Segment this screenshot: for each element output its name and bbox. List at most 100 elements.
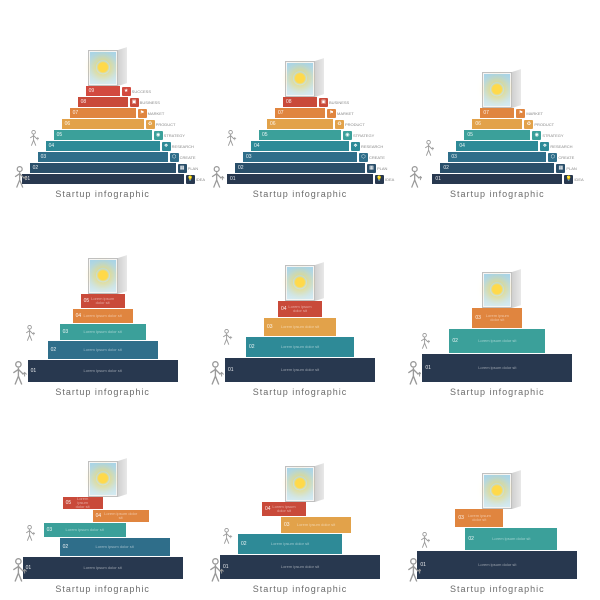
step-icon: 💡: [375, 175, 384, 184]
step-number: 03: [246, 154, 252, 160]
door: [88, 258, 118, 294]
step: 09★SUCCESS: [86, 86, 120, 96]
step-number: 01: [228, 367, 234, 373]
step-block: 02Lorem ipsum dolor sit: [465, 528, 557, 550]
sun-icon: [490, 83, 504, 97]
step-text: Lorem ipsum dolor sit: [74, 348, 132, 352]
step-icon: ▦: [178, 164, 187, 173]
step-text: Lorem ipsum dolor sit: [261, 542, 319, 546]
step: 04❖RESEARCH: [456, 141, 538, 151]
step-number: 03: [451, 154, 457, 160]
step-number: 05: [262, 132, 268, 138]
door-frame: [482, 72, 512, 108]
step-number: 09: [89, 88, 95, 94]
person-icon: [405, 558, 422, 590]
step-number: 04: [459, 143, 465, 149]
step-number: 03: [41, 154, 47, 160]
door-panel: [315, 58, 324, 97]
step-label: CREATE: [180, 155, 200, 160]
person-icon: [221, 329, 232, 352]
caption: Startup infographic: [55, 189, 150, 199]
sun-icon: [490, 483, 504, 497]
sun-icon: [96, 471, 110, 485]
step: 07⚑MARKET: [480, 108, 514, 118]
pyramid-9-steps: 09★SUCCESS08▣BUSINESS07⚑MARKET06♻PRODUCT…: [6, 6, 199, 199]
pyramid-3-blocks: 03Lorem ipsum dolor sit02Lorem ipsum dol…: [401, 203, 594, 396]
door-frame: [482, 473, 512, 509]
sun-icon: [96, 268, 110, 282]
door: [285, 466, 315, 502]
person-icon: [225, 130, 236, 153]
step-text: Lorem ipsum dolor sit: [271, 368, 329, 372]
step-number: 01: [230, 176, 236, 182]
step: 02▦PLAN: [30, 163, 176, 173]
step-block: 03Lorem ipsum dolor sit: [472, 308, 522, 328]
caption: Startup infographic: [253, 584, 348, 594]
door: [482, 72, 512, 108]
door-panel: [512, 269, 521, 308]
step-block: 04Lorem ipsum dolor sit: [278, 301, 322, 317]
step-text: Lorem ipsum dolor sit: [74, 314, 132, 318]
step: 06♻PRODUCT: [472, 119, 522, 129]
person-icon: [419, 333, 430, 356]
door-frame: [285, 466, 315, 502]
step-block: 05Lorem ipsum dolor sit: [63, 497, 103, 509]
step-label: BUSINESS: [329, 100, 349, 105]
step-text: Lorem ipsum dolor sit: [271, 345, 329, 349]
step-number: 02: [33, 165, 39, 171]
sun-icon: [293, 72, 307, 86]
step-block: 01Lorem ipsum dolor sit: [417, 551, 577, 579]
sun-icon: [96, 61, 110, 75]
pyramid-4-offset: 04Lorem ipsum dolor sit03Lorem ipsum dol…: [203, 401, 396, 594]
person-icon: [10, 558, 27, 590]
person-icon: [12, 166, 27, 196]
step-icon: ⚑: [138, 109, 147, 118]
step-number: 05: [66, 500, 72, 506]
step-icon: ⬡: [170, 153, 179, 162]
step-label: STRATEGY: [353, 133, 373, 138]
door-panel: [512, 69, 521, 108]
step-block: 02 Lorem ipsum dolor sit: [246, 337, 354, 357]
step-label: STRATEGY: [542, 133, 562, 138]
step-block: 01Lorem ipsum dolor sit: [220, 555, 380, 579]
door-panel: [118, 47, 127, 86]
step-number: 03: [63, 329, 69, 335]
person-icon: [10, 361, 27, 393]
pyramid-4-blocks: 04Lorem ipsum dolor sit03Lorem ipsum dol…: [203, 203, 396, 396]
person-icon: [28, 130, 39, 153]
step-label: SUCCESS: [132, 89, 152, 94]
step-icon: ▦: [556, 164, 565, 173]
step-text: Lorem ipsum dolor sit: [74, 566, 132, 570]
step-icon: ▣: [319, 98, 328, 107]
pyramid: 03Lorem ipsum dolor sit02Lorem ipsum dol…: [401, 473, 594, 580]
pyramid: 03Lorem ipsum dolor sit02Lorem ipsum dol…: [401, 272, 594, 383]
door: [88, 50, 118, 86]
step: 06♻PRODUCT: [267, 119, 333, 129]
door: [482, 473, 512, 509]
caption: Startup infographic: [55, 584, 150, 594]
step: 03⬡CREATE: [243, 152, 357, 162]
step-number: 01: [435, 176, 441, 182]
step-text: Lorem ipsum dolor sit: [468, 339, 526, 343]
person-icon: [207, 361, 224, 393]
step-icon: ▦: [367, 164, 376, 173]
step-icon: ♻: [146, 120, 155, 129]
step-number: 05: [57, 132, 63, 138]
person-icon: [207, 558, 224, 590]
step-block: 04Lorem ipsum dolor sit: [93, 510, 149, 522]
person-icon: [419, 532, 430, 555]
person-icon: [24, 525, 35, 548]
door-frame: [88, 461, 118, 497]
step-text: Lorem ipsum dolor sit: [468, 366, 526, 370]
pyramid: 09★SUCCESS08▣BUSINESS07⚑MARKET06♻PRODUCT…: [6, 50, 199, 185]
step-number: 06: [475, 121, 481, 127]
step-label: CREATE: [369, 155, 389, 160]
step-number: 02: [249, 344, 255, 350]
step-icon: ⬡: [548, 153, 557, 162]
step-number: 02: [51, 347, 57, 353]
person-icon: [24, 325, 35, 348]
sun-icon: [293, 275, 307, 289]
door-frame: [88, 50, 118, 86]
step: 02▦PLAN: [440, 163, 554, 173]
step-text: Lorem ipsum dolor sit: [86, 545, 144, 549]
